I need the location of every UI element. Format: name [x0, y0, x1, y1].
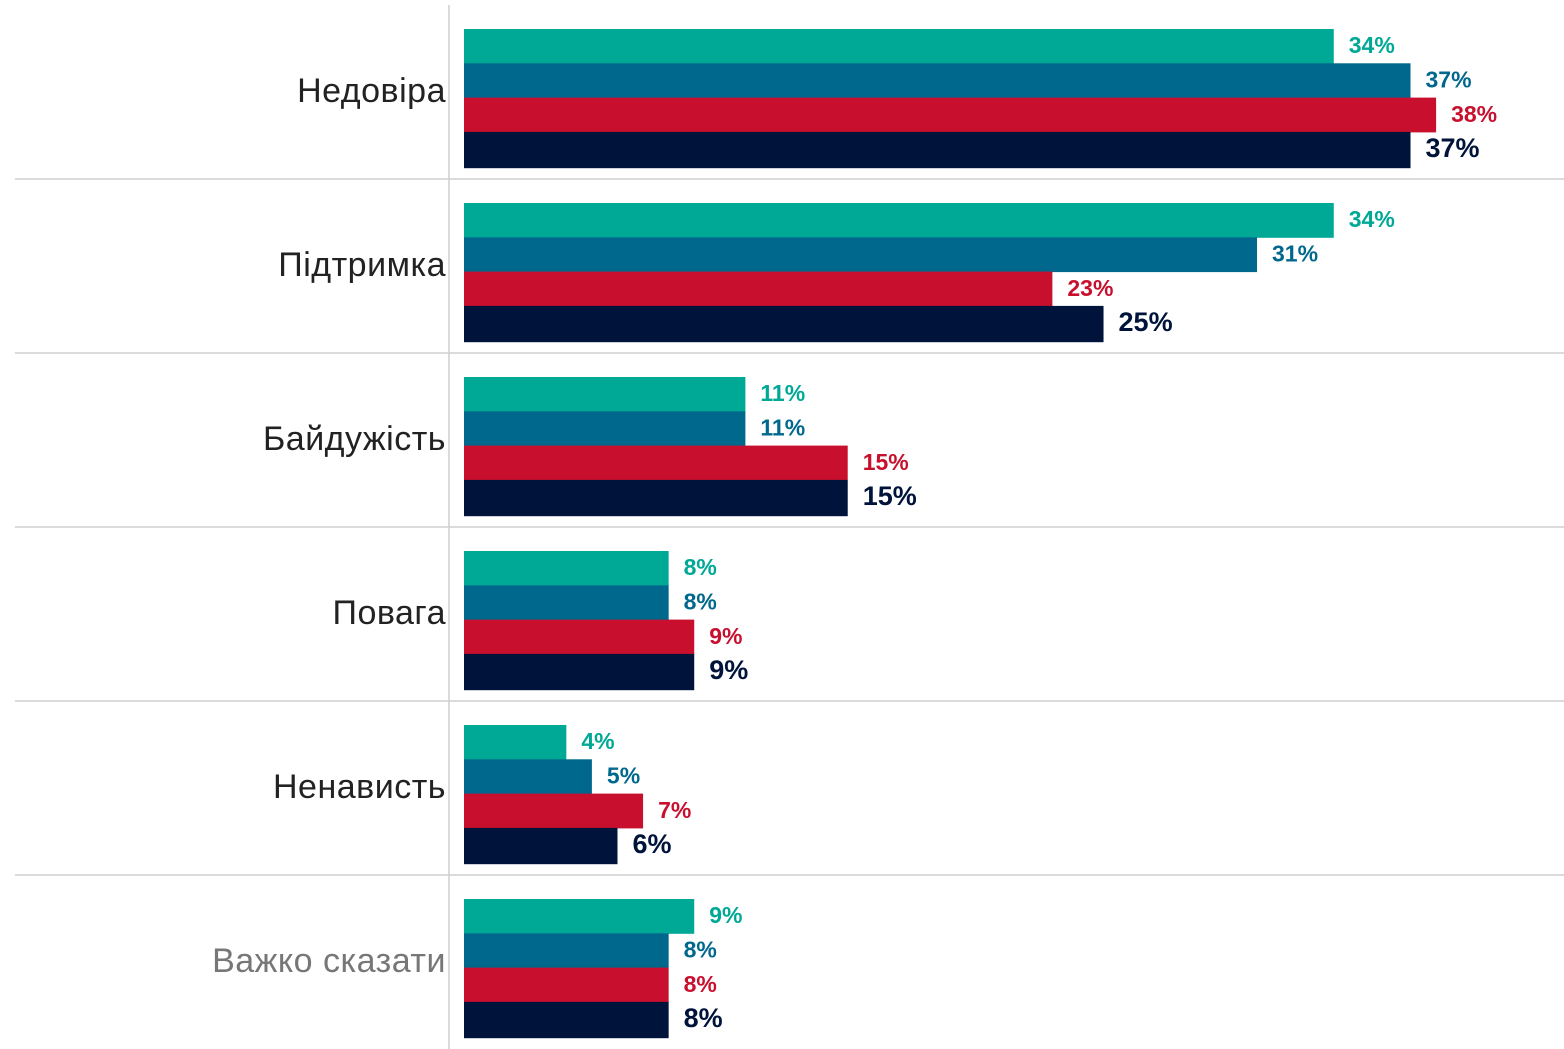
- value-label: 23%: [1067, 275, 1113, 301]
- value-label: 8%: [684, 1003, 723, 1033]
- value-label: 37%: [1426, 67, 1472, 93]
- bar: [464, 933, 669, 969]
- bar: [464, 967, 669, 1003]
- bar: [464, 271, 1053, 307]
- bar: [464, 793, 644, 829]
- category-label: Важко сказати: [212, 942, 446, 980]
- value-label: 8%: [684, 589, 717, 615]
- value-label: 31%: [1272, 241, 1318, 267]
- bar: [464, 899, 695, 934]
- bar: [464, 551, 669, 586]
- category-label: Повага: [333, 594, 447, 632]
- value-label: 25%: [1119, 307, 1173, 337]
- value-label: 4%: [581, 728, 614, 754]
- bar: [464, 29, 1334, 64]
- bar: [464, 377, 746, 412]
- value-label: 6%: [632, 829, 671, 859]
- category-label: Недовіра: [297, 72, 446, 110]
- value-label: 8%: [684, 937, 717, 963]
- value-label: 15%: [863, 481, 917, 511]
- bar: [464, 619, 695, 655]
- bar: [464, 725, 567, 760]
- value-label: 38%: [1451, 101, 1497, 127]
- bar: [464, 445, 848, 481]
- bar: [464, 305, 1104, 343]
- bar: [464, 203, 1334, 238]
- bar: [464, 759, 592, 795]
- value-label: 9%: [709, 902, 742, 928]
- bar: [464, 237, 1258, 273]
- value-label: 11%: [760, 415, 805, 441]
- bar: [464, 827, 618, 865]
- bar: [464, 1001, 669, 1039]
- value-label: 8%: [684, 554, 717, 580]
- category-label: Байдужість: [263, 420, 446, 458]
- value-label: 7%: [658, 797, 691, 823]
- value-label: 9%: [709, 623, 742, 649]
- value-label: 34%: [1349, 32, 1395, 58]
- category-label: Ненависть: [273, 768, 446, 806]
- value-label: 11%: [760, 380, 805, 406]
- bar: [464, 63, 1411, 99]
- bar: [464, 479, 848, 517]
- bar: [464, 97, 1437, 133]
- category-label: Підтримка: [278, 246, 446, 284]
- value-label: 5%: [607, 763, 640, 789]
- value-label: 15%: [863, 449, 909, 475]
- bar: [464, 653, 695, 691]
- bar: [464, 585, 669, 621]
- value-label: 37%: [1426, 133, 1480, 163]
- bar: [464, 131, 1411, 169]
- value-label: 9%: [709, 655, 748, 685]
- bar: [464, 411, 746, 447]
- value-label: 8%: [684, 971, 717, 997]
- value-label: 34%: [1349, 206, 1395, 232]
